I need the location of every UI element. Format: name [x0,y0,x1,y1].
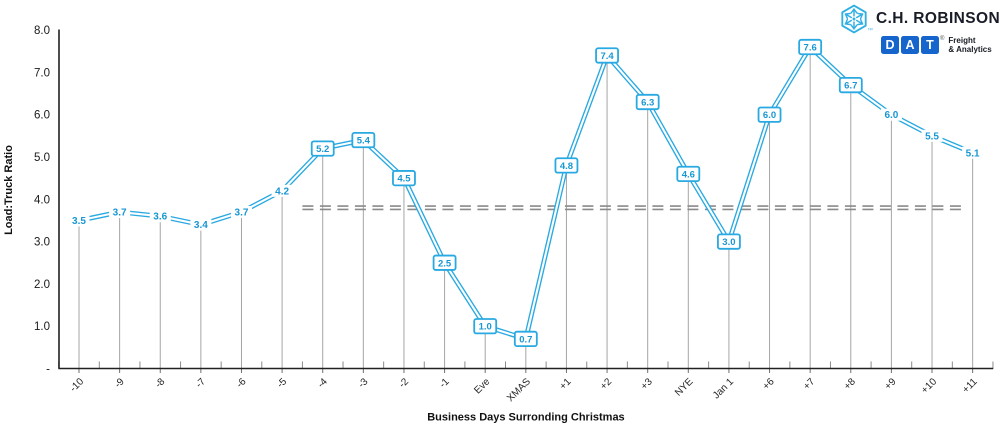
data-label: 4.8 [560,161,573,172]
data-label-box [717,233,741,250]
data-label: 5.4 [357,136,371,147]
data-label-box [392,170,416,187]
x-tick-label: +8 [842,376,858,392]
data-label-halo [962,146,984,159]
x-tick-label: -7 [194,376,208,390]
x-tick-label: XMAS [505,376,533,404]
y-tick-label: 3.0 [34,237,50,249]
data-label-halo [149,210,171,223]
hexagon-snowflake-icon [841,4,867,34]
data-label: 2.5 [438,258,452,269]
x-tick-label: +3 [639,376,655,392]
x-tick-label: +2 [598,376,614,392]
data-label: 7.4 [600,51,614,62]
series-line-inner [77,45,974,340]
y-tick-label: 7.0 [34,67,50,79]
data-label: 4.6 [682,169,695,180]
dat-letter-a: A [901,36,919,54]
data-label-box [554,157,579,174]
data-label-halo [109,205,131,218]
dat-tagline-line2: & Analytics [948,44,992,54]
data-label-halo [271,184,293,197]
series-line-outer [76,44,975,342]
y-tick-label: 4.0 [34,194,50,206]
dat-letter-squares: D A T [881,36,939,54]
chrobinson-logo: ™ C.H. ROBINSON [839,4,1000,34]
data-label-halo [190,218,212,231]
x-axis-title: Business Days Surronding Christmas [427,412,624,424]
dat-letter-t: T [921,36,939,54]
data-label: 4.5 [397,174,411,185]
data-label-halo [230,205,252,218]
data-label: 4.2 [275,186,289,197]
data-label: 3.0 [722,237,735,248]
data-label-box [798,38,823,56]
data-label: 3.7 [235,207,249,218]
dat-tagline: Freight & Analytics [948,36,991,54]
x-tick-label: -2 [397,376,411,390]
data-label: 6.3 [641,98,654,109]
data-label-box [757,106,782,123]
data-label: 3.4 [194,220,208,231]
x-tick-label: -1 [438,376,452,390]
data-label: 0.7 [519,334,532,345]
data-label-box [595,47,619,64]
dat-logo: D A T ® Freight & Analytics [881,36,992,54]
data-label-box [473,318,498,335]
data-label-box [310,140,335,157]
x-tick-label: -9 [113,376,127,390]
x-tick-label: Jan 1 [711,376,736,401]
data-label: 5.2 [316,144,329,155]
x-tick-label: +6 [761,376,777,392]
data-label: 6.0 [884,110,898,121]
data-label: 7.6 [804,43,817,54]
data-label-halo [921,129,943,142]
x-tick-label: -8 [153,376,167,390]
x-tick-label: -5 [275,376,289,390]
chrobinson-hexagon-icon: ™ [839,4,873,34]
data-label: 3.6 [153,212,167,223]
data-label-box [635,93,660,111]
data-label: 5.1 [966,148,980,159]
dat-tagline-line1: Freight [948,36,976,45]
data-label-box [838,76,863,94]
data-label-halo [68,214,90,227]
x-tick-label: +11 [961,376,981,396]
data-label: 1.0 [479,322,492,333]
x-tick-label: +10 [919,376,939,396]
x-tick-label: NYE [673,376,696,399]
x-tick-label: +9 [883,376,899,392]
data-label-box [676,165,701,183]
x-tick-label: -3 [356,376,370,390]
data-label: 6.7 [844,81,857,92]
y-tick-label: 2.0 [34,279,50,291]
data-label: 3.7 [113,207,127,218]
x-tick-label: +7 [801,376,817,392]
x-tick-label: -4 [316,376,330,390]
y-tick-label: - [46,364,50,376]
x-tick-label: -6 [235,376,249,390]
y-tick-label: 6.0 [34,110,50,122]
x-tick-label: Eve [472,376,492,396]
data-label: 6.0 [763,110,776,121]
data-label: 3.5 [72,216,86,227]
y-tick-label: 1.0 [34,321,50,333]
x-tick-label: -10 [68,376,86,394]
trademark-symbol: ™ [867,28,873,34]
x-tick-label: +1 [558,376,574,392]
dat-letter-d: D [881,36,899,54]
y-tick-label: 8.0 [34,25,50,37]
registered-symbol: ® [940,36,945,42]
y-tick-label: 5.0 [34,152,50,164]
data-label-halo [880,108,902,121]
data-label-box [432,254,457,271]
chrobinson-wordmark: C.H. ROBINSON [876,10,1000,27]
data-label-box [513,330,538,347]
data-label: 5.5 [925,131,939,142]
y-axis-title: Load:Truck Ratio [3,145,15,235]
data-label-box [351,131,376,149]
